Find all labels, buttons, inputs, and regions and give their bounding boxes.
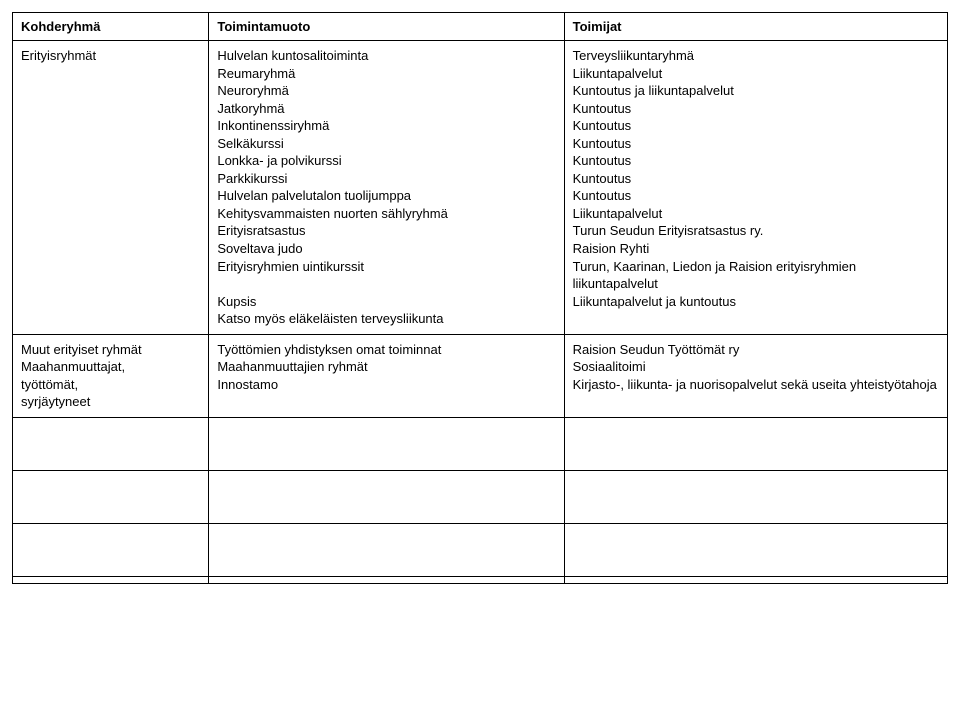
activity-line: Innostamo: [217, 376, 555, 394]
empty-row: [13, 523, 948, 576]
activity-line: Jatkoryhmä: [217, 100, 555, 118]
activity-line: Katso myös eläkeläisten terveysliikunta: [217, 310, 555, 328]
group-label: Erityisryhmät: [21, 47, 200, 65]
group-cell: Muut erityiset ryhmät Maahanmuuttajat, t…: [13, 334, 209, 417]
actor-line: Kuntoutus: [573, 117, 939, 135]
activity-line: Kehitysvammaisten nuorten sählyryhmä: [217, 205, 555, 223]
group-line: Maahanmuuttajat,: [21, 358, 200, 376]
empty-cell: [564, 523, 947, 576]
actors-cell: Raision Seudun Työttömät ry Sosiaalitoim…: [564, 334, 947, 417]
actor-line: Kuntoutus: [573, 100, 939, 118]
group-line: työttömät,: [21, 376, 200, 394]
activity-line: Hulvelan kuntosalitoiminta: [217, 47, 555, 65]
activity-line: Erityisryhmien uintikurssit: [217, 258, 555, 276]
empty-cell: [209, 417, 564, 470]
empty-cell: [13, 470, 209, 523]
header-col2: Toimintamuoto: [209, 13, 564, 41]
header-row: Kohderyhmä Toimintamuoto Toimijat: [13, 13, 948, 41]
actor-line: Liikuntapalvelut: [573, 65, 939, 83]
activity-line: Kupsis: [217, 293, 555, 311]
activity-table: Kohderyhmä Toimintamuoto Toimijat Erityi…: [12, 12, 948, 584]
activity-line: Työttömien yhdistyksen omat toiminnat: [217, 341, 555, 359]
empty-cell: [209, 470, 564, 523]
actors-cell: Terveysliikuntaryhmä Liikuntapalvelut Ku…: [564, 41, 947, 335]
actor-line: Kuntoutus: [573, 170, 939, 188]
activity-line: Parkkikurssi: [217, 170, 555, 188]
activity-line: Selkäkurssi: [217, 135, 555, 153]
empty-cell: [564, 470, 947, 523]
activities-cell: Hulvelan kuntosalitoiminta Reumaryhmä Ne…: [209, 41, 564, 335]
actor-line: Sosiaalitoimi: [573, 358, 939, 376]
group-line: Muut erityiset ryhmät: [21, 341, 200, 359]
empty-cell: [209, 523, 564, 576]
actor-line: Turun Seudun Erityisratsastus ry.: [573, 222, 939, 240]
double-border-row: [13, 576, 948, 583]
empty-cell: [13, 523, 209, 576]
actor-line: Raision Seudun Työttömät ry: [573, 341, 939, 359]
activity-line: Inkontinenssiryhmä: [217, 117, 555, 135]
activity-line: Maahanmuuttajien ryhmät: [217, 358, 555, 376]
header-col3: Toimijat: [564, 13, 947, 41]
activity-line: Erityisratsastus: [217, 222, 555, 240]
empty-row: [13, 470, 948, 523]
empty-row: [13, 417, 948, 470]
actor-line: Kuntoutus: [573, 187, 939, 205]
actor-line: Kirjasto-, liikunta- ja nuorisopalvelut …: [573, 376, 939, 394]
actor-line: Liikuntapalvelut ja kuntoutus: [573, 293, 939, 311]
activity-line: Neuroryhmä: [217, 82, 555, 100]
actor-line: Terveysliikuntaryhmä: [573, 47, 939, 65]
group-line: syrjäytyneet: [21, 393, 200, 411]
activities-cell: Työttömien yhdistyksen omat toiminnat Ma…: [209, 334, 564, 417]
row-muut-erityiset: Muut erityiset ryhmät Maahanmuuttajat, t…: [13, 334, 948, 417]
empty-cell: [13, 417, 209, 470]
row-erityisryhmat: Erityisryhmät Hulvelan kuntosalitoiminta…: [13, 41, 948, 335]
actor-line: Kuntoutus ja liikuntapalvelut: [573, 82, 939, 100]
activity-line: Hulvelan palvelutalon tuolijumppa: [217, 187, 555, 205]
actor-line: Liikuntapalvelut: [573, 205, 939, 223]
empty-cell: [13, 576, 209, 583]
actor-line: Kuntoutus: [573, 152, 939, 170]
actor-line: Turun, Kaarinan, Liedon ja Raision erity…: [573, 258, 939, 293]
empty-cell: [209, 576, 564, 583]
empty-cell: [564, 576, 947, 583]
actor-line: Raision Ryhti: [573, 240, 939, 258]
empty-cell: [564, 417, 947, 470]
actor-line: Kuntoutus: [573, 135, 939, 153]
activity-line: Soveltava judo: [217, 240, 555, 258]
header-col1: Kohderyhmä: [13, 13, 209, 41]
activity-line: Lonkka- ja polvikurssi: [217, 152, 555, 170]
group-cell: Erityisryhmät: [13, 41, 209, 335]
activity-line-blank: [217, 275, 555, 293]
activity-line: Reumaryhmä: [217, 65, 555, 83]
